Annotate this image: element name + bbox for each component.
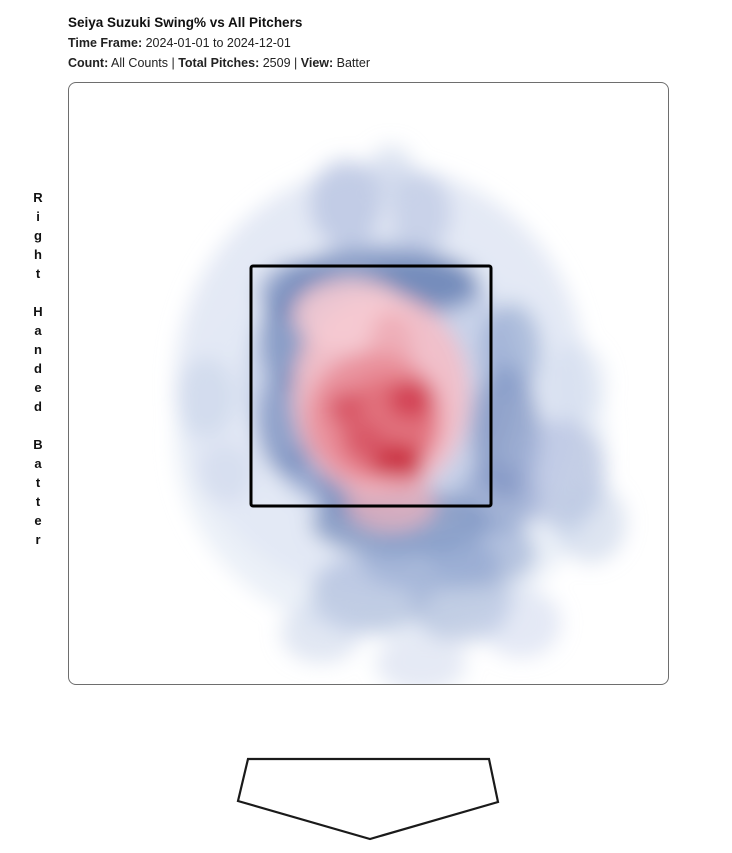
view-value: Batter bbox=[333, 56, 370, 70]
side-label-letter: t bbox=[35, 266, 41, 281]
view-label: View: bbox=[300, 56, 334, 70]
side-label-letter: H bbox=[33, 304, 43, 319]
side-label-letter: g bbox=[34, 228, 42, 243]
count-label: Count: bbox=[68, 56, 109, 70]
count-value: All Counts | bbox=[108, 56, 179, 70]
side-label-letter: d bbox=[34, 399, 42, 414]
side-label-letter: R bbox=[33, 190, 43, 205]
heatmap-density-blobs bbox=[176, 145, 626, 684]
count-line: Count: All Counts | Total Pitches: 2509 … bbox=[68, 53, 370, 73]
side-label-letter: h bbox=[34, 247, 42, 262]
chart-header: Seiya Suzuki Swing% vs All Pitchers Time… bbox=[68, 13, 370, 73]
side-label-letter: i bbox=[36, 209, 40, 224]
time-frame-label: Time Frame: bbox=[68, 36, 143, 50]
side-label-letter: t bbox=[35, 475, 41, 490]
side-label-letter: e bbox=[34, 513, 42, 528]
side-label-letter: n bbox=[34, 342, 42, 357]
time-frame-line: Time Frame: 2024-01-01 to 2024-12-01 bbox=[68, 33, 370, 53]
side-label-letter: B bbox=[33, 437, 43, 452]
side-label-gap bbox=[29, 283, 47, 302]
side-label-letter: e bbox=[34, 380, 42, 395]
side-label-gap bbox=[29, 416, 47, 435]
strike-zone-outline bbox=[249, 264, 493, 508]
chart-title: Seiya Suzuki Swing% vs All Pitchers bbox=[68, 15, 303, 30]
plot-area bbox=[68, 82, 669, 685]
total-pitches-label: Total Pitches: bbox=[178, 56, 260, 70]
side-label-letter: d bbox=[34, 361, 42, 376]
time-frame-value: 2024-01-01 to 2024-12-01 bbox=[142, 36, 291, 50]
home-plate-outline bbox=[236, 757, 500, 841]
side-label-letter: t bbox=[35, 494, 41, 509]
heatmap-canvas bbox=[176, 145, 626, 684]
total-pitches-value: 2509 | bbox=[259, 56, 301, 70]
side-label-letter: a bbox=[34, 456, 42, 471]
side-label-letter: r bbox=[35, 532, 41, 547]
home-plate-icon bbox=[236, 757, 500, 841]
side-label-letter: a bbox=[34, 323, 42, 338]
